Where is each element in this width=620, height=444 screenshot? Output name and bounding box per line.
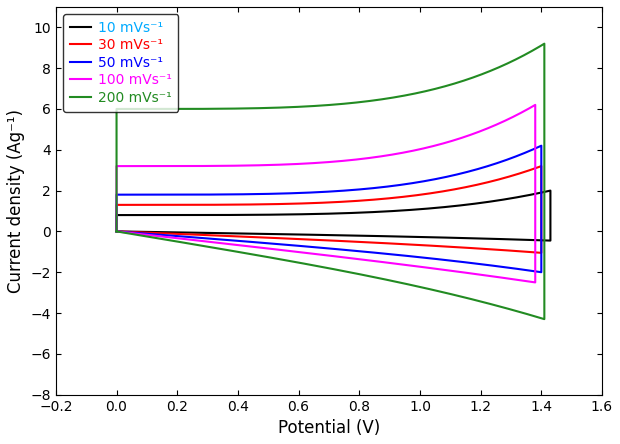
50 mVs⁻¹ bbox=[113, 192, 120, 197]
Legend: 10 mVs⁻¹, 30 mVs⁻¹, 50 mVs⁻¹, 100 mVs⁻¹, 200 mVs⁻¹: 10 mVs⁻¹, 30 mVs⁻¹, 50 mVs⁻¹, 100 mVs⁻¹,… bbox=[63, 14, 179, 112]
100 mVs⁻¹ bbox=[113, 229, 120, 234]
50 mVs⁻¹ bbox=[113, 229, 120, 234]
30 mVs⁻¹ bbox=[394, 195, 401, 200]
Y-axis label: Current density (Ag⁻¹): Current density (Ag⁻¹) bbox=[7, 109, 25, 293]
200 mVs⁻¹ bbox=[113, 229, 120, 234]
10 mVs⁻¹ bbox=[547, 188, 554, 193]
50 mVs⁻¹ bbox=[394, 182, 401, 188]
50 mVs⁻¹ bbox=[285, 242, 293, 248]
X-axis label: Potential (V): Potential (V) bbox=[278, 419, 380, 437]
200 mVs⁻¹ bbox=[396, 94, 404, 99]
50 mVs⁻¹ bbox=[113, 229, 120, 234]
10 mVs⁻¹ bbox=[547, 238, 554, 243]
10 mVs⁻¹ bbox=[334, 233, 342, 238]
200 mVs⁻¹ bbox=[541, 317, 548, 322]
10 mVs⁻¹ bbox=[411, 234, 418, 239]
100 mVs⁻¹ bbox=[113, 163, 120, 169]
50 mVs⁻¹ bbox=[404, 254, 412, 259]
30 mVs⁻¹ bbox=[538, 250, 545, 255]
10 mVs⁻¹ bbox=[400, 208, 407, 213]
50 mVs⁻¹ bbox=[329, 246, 337, 251]
30 mVs⁻¹ bbox=[538, 163, 545, 169]
50 mVs⁻¹ bbox=[538, 143, 545, 148]
200 mVs⁻¹ bbox=[530, 313, 538, 319]
30 mVs⁻¹ bbox=[285, 236, 293, 241]
200 mVs⁻¹ bbox=[407, 282, 414, 287]
30 mVs⁻¹ bbox=[527, 250, 534, 255]
Line: 100 mVs⁻¹: 100 mVs⁻¹ bbox=[117, 105, 535, 282]
100 mVs⁻¹ bbox=[283, 248, 290, 254]
200 mVs⁻¹ bbox=[113, 229, 120, 234]
10 mVs⁻¹ bbox=[113, 229, 120, 234]
50 mVs⁻¹ bbox=[527, 268, 534, 274]
50 mVs⁻¹ bbox=[538, 270, 545, 275]
100 mVs⁻¹ bbox=[531, 102, 539, 107]
30 mVs⁻¹ bbox=[329, 238, 337, 243]
200 mVs⁻¹ bbox=[286, 258, 294, 264]
100 mVs⁻¹ bbox=[390, 152, 397, 157]
Line: 10 mVs⁻¹: 10 mVs⁻¹ bbox=[117, 190, 551, 241]
30 mVs⁻¹ bbox=[113, 202, 120, 207]
30 mVs⁻¹ bbox=[404, 242, 412, 247]
10 mVs⁻¹ bbox=[536, 238, 543, 243]
Line: 30 mVs⁻¹: 30 mVs⁻¹ bbox=[117, 166, 541, 253]
10 mVs⁻¹ bbox=[113, 212, 120, 218]
10 mVs⁻¹ bbox=[113, 229, 120, 234]
Line: 50 mVs⁻¹: 50 mVs⁻¹ bbox=[117, 146, 541, 272]
100 mVs⁻¹ bbox=[531, 280, 539, 285]
30 mVs⁻¹ bbox=[113, 229, 120, 234]
100 mVs⁻¹ bbox=[326, 253, 334, 258]
200 mVs⁻¹ bbox=[113, 106, 120, 111]
100 mVs⁻¹ bbox=[113, 229, 120, 234]
200 mVs⁻¹ bbox=[541, 41, 548, 46]
100 mVs⁻¹ bbox=[401, 262, 408, 267]
10 mVs⁻¹ bbox=[289, 232, 296, 237]
30 mVs⁻¹ bbox=[113, 229, 120, 234]
100 mVs⁻¹ bbox=[521, 278, 528, 284]
200 mVs⁻¹ bbox=[331, 267, 339, 272]
Line: 200 mVs⁻¹: 200 mVs⁻¹ bbox=[117, 44, 544, 319]
